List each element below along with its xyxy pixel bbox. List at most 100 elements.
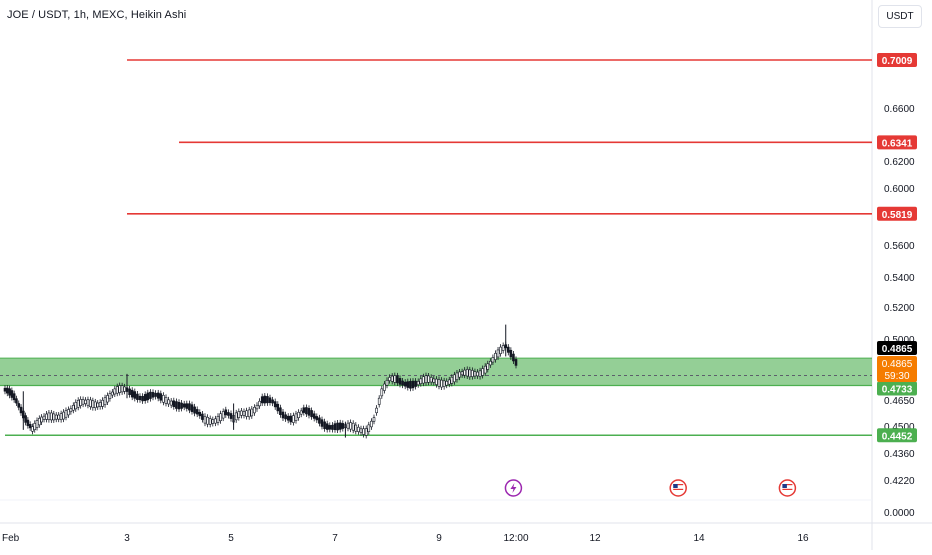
- candle-body: [416, 381, 420, 386]
- zone-badge-bg: [877, 381, 917, 396]
- candle-body: [5, 387, 9, 394]
- y-tick-label: 0.4220: [884, 476, 915, 487]
- x-tick-label: 14: [693, 533, 705, 544]
- candle-body: [499, 346, 502, 354]
- candle-body: [328, 425, 332, 430]
- candle-body: [31, 426, 34, 432]
- candle-body: [312, 413, 316, 419]
- candle-body: [323, 421, 326, 429]
- candle-body: [380, 388, 384, 397]
- candle-body: [305, 407, 308, 415]
- candle-body: [409, 381, 412, 389]
- candle-body: [320, 419, 324, 427]
- candle-body: [476, 371, 479, 377]
- candle-body: [128, 388, 131, 395]
- candle-body: [193, 406, 196, 414]
- candle-body: [67, 409, 70, 416]
- last-price-badge-bg: [877, 341, 917, 355]
- candle-body: [96, 402, 100, 408]
- candle-body: [188, 403, 191, 411]
- candle-body: [422, 376, 425, 384]
- candle-body: [260, 396, 264, 404]
- candle-body: [440, 379, 443, 388]
- candle-body: [57, 414, 60, 420]
- candle-body: [506, 346, 510, 353]
- candle-body: [310, 410, 313, 418]
- candle-body: [346, 422, 350, 429]
- level-badge-0: 0.7009: [882, 56, 913, 67]
- candle-body: [93, 401, 97, 409]
- y-tick-label: 0.5200: [884, 303, 915, 314]
- candle-body: [182, 403, 186, 408]
- candle-body: [333, 423, 337, 431]
- candle-body: [219, 413, 222, 422]
- candle-body: [478, 370, 482, 377]
- candle-body: [234, 412, 238, 421]
- candle-body: [237, 411, 241, 418]
- flag-stripe: [673, 486, 684, 488]
- candle-body: [271, 399, 274, 404]
- flash-glyph: [510, 483, 517, 493]
- candle-body: [164, 397, 168, 404]
- candle-body: [253, 406, 256, 414]
- level-badge-2: 0.5819: [882, 210, 913, 221]
- candle-body: [481, 368, 484, 376]
- candle-body: [141, 395, 144, 402]
- candle-body: [149, 391, 152, 399]
- candle-body: [8, 388, 11, 396]
- candle-body: [156, 392, 160, 399]
- candle-body: [315, 416, 319, 421]
- candle-body: [12, 393, 16, 401]
- candle-body: [377, 397, 381, 405]
- candle-body: [111, 391, 114, 396]
- candle-body: [108, 393, 112, 399]
- level-badge-2-bg: [877, 206, 917, 221]
- candle-body: [432, 378, 436, 383]
- candle-body: [136, 393, 139, 400]
- currency-button[interactable]: USDT: [878, 5, 922, 28]
- y-tick-label: 0.6200: [884, 157, 915, 168]
- countdown-timer: 59:30: [884, 371, 909, 382]
- candle-body: [19, 406, 23, 414]
- candle-body: [113, 388, 117, 395]
- candle-body: [28, 424, 32, 429]
- candle-body: [221, 411, 225, 419]
- candle-body: [486, 363, 490, 370]
- candle-body: [72, 405, 75, 411]
- flag-stripe: [782, 488, 793, 490]
- y-tick-label: 0.0000: [884, 508, 915, 519]
- candle-body: [483, 365, 487, 374]
- candle-body: [263, 395, 267, 404]
- flag-stripe: [673, 491, 684, 493]
- candle-body: [86, 399, 90, 406]
- candle-body: [357, 426, 360, 432]
- candle-body: [463, 369, 466, 376]
- candle-body: [460, 371, 464, 376]
- zone-badge: 0.4733: [882, 385, 913, 396]
- candle-body: [245, 410, 248, 417]
- candle-body: [81, 399, 85, 405]
- candle-body: [62, 411, 65, 420]
- y-tick-label: 0.4650: [884, 396, 915, 407]
- candle-body: [393, 375, 397, 383]
- candle-body: [442, 380, 446, 387]
- candle-body: [195, 409, 199, 415]
- candle-body: [406, 381, 410, 388]
- level-badge-3-bg: [877, 428, 917, 443]
- candle-body: [286, 415, 290, 421]
- x-tick-label: 12: [589, 533, 601, 544]
- x-tick-label: 3: [124, 533, 130, 544]
- candle-body: [3, 387, 7, 392]
- candle-body: [146, 392, 150, 401]
- candle-body: [307, 408, 311, 416]
- y-tick-label: 0.4500: [884, 422, 915, 433]
- candle-body: [294, 413, 298, 421]
- candle-body: [354, 424, 358, 432]
- candle-body: [414, 380, 417, 387]
- candle-body: [151, 392, 155, 398]
- candle-body: [106, 395, 109, 403]
- candle-body: [123, 386, 126, 392]
- candle-body: [297, 412, 300, 418]
